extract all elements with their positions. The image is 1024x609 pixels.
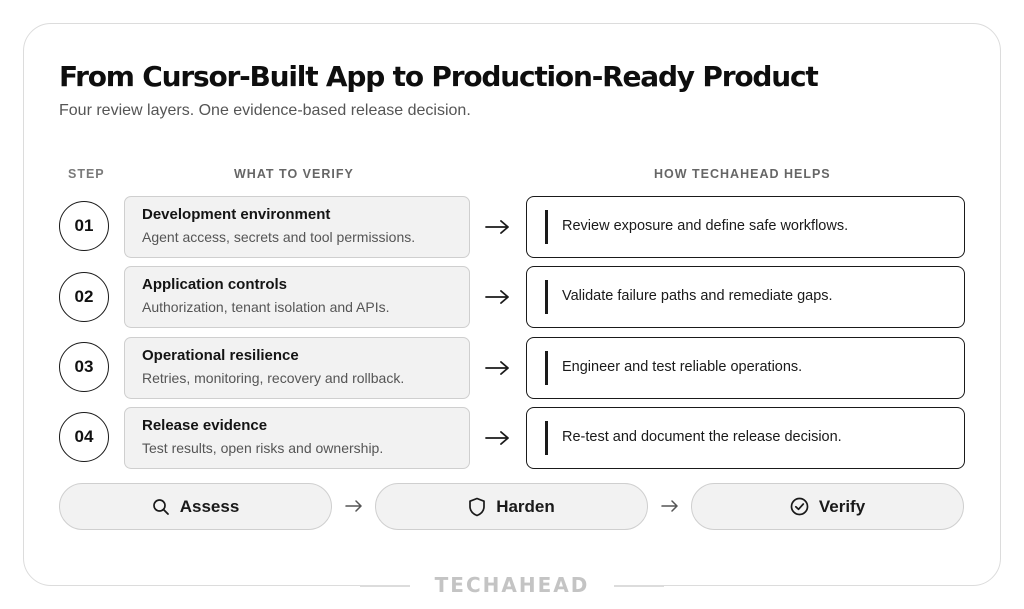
verify-title: Release evidence [142,417,268,434]
phase-pill-verify: Verify [691,483,964,530]
check-circle-icon [790,497,809,516]
verify-subtitle: Retries, monitoring, recovery and rollba… [142,370,405,386]
verify-box: Operational resilience Retries, monitori… [124,337,470,399]
phase-pill-assess: Assess [59,483,332,530]
step-number-badge: 04 [59,412,109,462]
step-number-badge: 01 [59,201,109,251]
phase-pill-harden: Harden [375,483,648,530]
arrow-right-icon [485,431,509,445]
verify-box: Development environment Agent access, se… [124,196,470,258]
help-box: Re-test and document the release decisio… [526,407,965,469]
phase-label: Verify [818,496,866,516]
help-text: Review exposure and define safe workflow… [562,218,849,234]
column-header-helps: HOW TECHAHEAD HELPS [654,167,831,181]
step-number-badge: 03 [59,342,109,392]
arrow-right-icon [345,500,362,512]
accent-bar [545,421,548,455]
shield-icon [469,497,486,516]
brand-logo: TECHAHEAD [410,573,614,597]
verify-box: Release evidence Test results, open risk… [124,407,470,469]
accent-bar [545,351,548,385]
phase-label: Harden [496,496,555,516]
help-box: Validate failure paths and remediate gap… [526,266,965,328]
accent-bar [545,210,548,244]
verify-subtitle: Test results, open risks and ownership. [142,440,384,456]
help-text: Validate failure paths and remediate gap… [562,288,833,304]
column-header-verify: WHAT TO VERIFY [234,167,354,181]
phase-label: Assess [179,496,240,516]
page-title: From Cursor-Built App to Production-Read… [59,60,819,93]
help-box: Review exposure and define safe workflow… [526,196,965,258]
verify-title: Application controls [142,276,288,293]
verify-title: Development environment [142,206,331,223]
accent-bar [545,280,548,314]
arrow-right-icon [661,500,678,512]
column-header-step: STEP [68,167,105,181]
arrow-right-icon [485,290,509,304]
page-subtitle: Four review layers. One evidence-based r… [59,102,471,119]
verify-subtitle: Agent access, secrets and tool permissio… [142,229,416,245]
verify-subtitle: Authorization, tenant isolation and APIs… [142,299,390,315]
search-icon [152,498,169,515]
help-text: Re-test and document the release decisio… [562,429,842,445]
verify-title: Operational resilience [142,347,299,364]
help-box: Engineer and test reliable operations. [526,337,965,399]
step-number-badge: 02 [59,272,109,322]
arrow-right-icon [485,220,509,234]
arrow-right-icon [485,361,509,375]
help-text: Engineer and test reliable operations. [562,359,803,375]
verify-box: Application controls Authorization, tena… [124,266,470,328]
